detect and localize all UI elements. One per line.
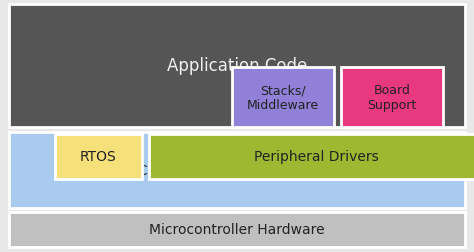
Text: Microcontroller Hardware: Microcontroller Hardware <box>149 222 325 236</box>
FancyBboxPatch shape <box>9 132 465 208</box>
FancyBboxPatch shape <box>9 5 465 127</box>
Text: Peripheral Drivers: Peripheral Drivers <box>254 150 379 164</box>
Text: Stacks/
Middleware: Stacks/ Middleware <box>247 84 319 112</box>
FancyBboxPatch shape <box>149 135 474 179</box>
Text: Application Code: Application Code <box>167 57 307 75</box>
Text: CMSIS-CORE and CMSIS-DSP: CMSIS-CORE and CMSIS-DSP <box>138 163 336 177</box>
Text: Board
Support: Board Support <box>368 84 417 112</box>
Text: RTOS: RTOS <box>80 150 117 164</box>
FancyBboxPatch shape <box>341 68 443 127</box>
FancyBboxPatch shape <box>9 212 465 247</box>
FancyBboxPatch shape <box>55 135 142 179</box>
FancyBboxPatch shape <box>232 68 334 127</box>
